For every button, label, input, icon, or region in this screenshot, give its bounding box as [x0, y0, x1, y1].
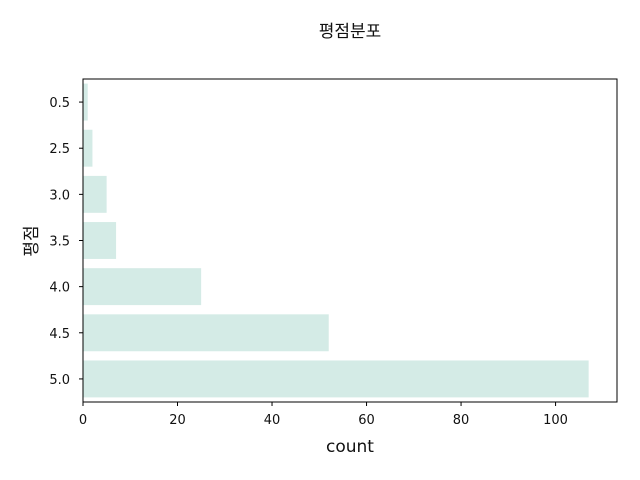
x-tick-label: 100 [543, 413, 568, 428]
y-tick-label: 3.0 [49, 188, 70, 203]
bar-4.0 [83, 268, 202, 306]
plot-frame [82, 78, 618, 403]
y-tick-label: 0.5 [49, 96, 70, 111]
y-tick-label: 5.0 [49, 373, 70, 388]
bar-4.5 [83, 314, 329, 352]
x-tick-label: 0 [79, 413, 87, 428]
bar-0.5 [83, 83, 88, 121]
bar-2.5 [83, 129, 93, 167]
bars-group [83, 83, 589, 398]
y-tick-label: 4.5 [49, 327, 70, 342]
chart-title: 평점분포 [319, 22, 382, 42]
x-tick-label: 60 [358, 413, 375, 428]
y-tick-label: 3.5 [49, 235, 70, 250]
x-axis-label: count [326, 437, 374, 457]
bar-3.0 [83, 175, 107, 213]
bar-5.0 [83, 360, 589, 398]
x-axis: 0 20 40 60 80 100 [79, 402, 568, 428]
y-axis: 0.5 2.5 3.0 3.5 4.0 4.5 5.0 [49, 96, 83, 388]
x-tick-label: 20 [169, 413, 186, 428]
y-tick-label: 2.5 [49, 142, 70, 157]
bar-3.5 [83, 222, 117, 259]
x-tick-label: 80 [453, 413, 470, 428]
y-axis-label: 평점 [22, 225, 42, 256]
y-tick-label: 4.0 [49, 281, 70, 296]
x-tick-label: 40 [264, 413, 281, 428]
